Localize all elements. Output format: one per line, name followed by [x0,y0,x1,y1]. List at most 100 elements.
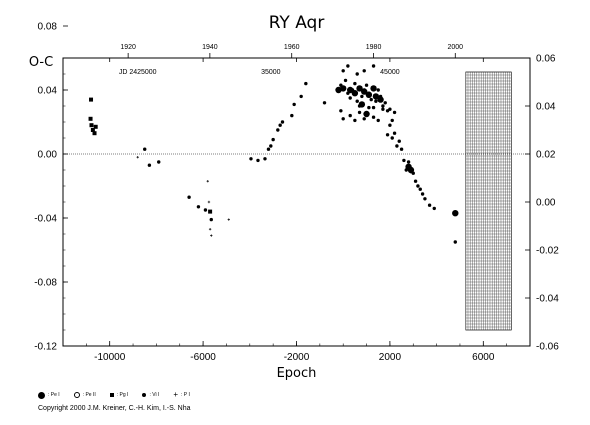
data-point-vis [280,120,285,124]
data-point-vis [290,113,294,118]
data-point-vis [278,123,282,127]
legend-item: : Vi I [142,392,159,398]
x-axis-label: Epoch [277,366,317,381]
data-point-pi [136,156,139,159]
data-point-pg [90,128,95,132]
plot-frame [62,57,531,347]
data-point-vis [269,144,273,148]
y-tick-label-left: -0.04 [34,214,57,225]
data-point-vis [453,240,457,244]
data-point-vis [341,117,345,121]
data-point-pi [208,228,212,231]
data-point-pg [88,116,93,121]
data-point-vis [390,118,394,123]
data-point-vis [367,105,371,110]
data-point-pg [92,131,97,136]
legend-symbol: + [173,390,179,399]
data-point-vis [413,179,418,183]
data-point-vis [362,117,366,121]
data-point-vis [392,110,397,115]
y-tick-label-left: -0.12 [34,342,57,353]
data-point-vis [369,97,373,102]
data-point-vis [157,160,161,164]
data-point-vis [271,137,275,142]
data-point-pe1 [358,101,366,108]
legend-symbol [109,393,114,397]
y-axis-label: O-C [29,55,53,70]
legend: : Pe I : Pe II : Pg I : Vi I +: P I [38,390,204,400]
data-point-pi [207,200,211,204]
jd-label: JD 2425000 [119,69,157,76]
data-point-vis [322,101,327,105]
data-point-pi [206,180,209,183]
data-point-pe1 [363,110,370,118]
chart-title: RY Aqr [269,13,325,33]
y-tick-label-left: 0.00 [38,150,58,161]
y-tick-label-left: 0.04 [38,86,58,97]
data-point-vis [397,139,401,143]
y-tick-label-right: 0.06 [536,54,556,65]
legend-item: : Pg I [109,392,129,398]
x-tick-label: 6000 [472,352,495,363]
data-point-vis [256,158,260,163]
data-point-vis [346,64,350,68]
data-point-vis [143,147,147,151]
data-point-vis [343,78,348,83]
y-tick-label-right: -0.04 [536,294,559,305]
data-point-vis [266,147,271,151]
data-point-pe1 [377,96,384,103]
data-point-pg [89,97,94,102]
data-point-pe1 [361,88,368,95]
x-tick-label: -2000 [284,352,310,363]
data-point-vis [355,72,359,76]
data-point-pe1 [356,85,363,92]
data-point-vis [196,205,201,209]
data-point-vis [341,69,345,73]
data-point-vis [371,64,376,68]
y-tick-label-left: 0.08 [38,22,58,33]
data-point-vis [353,81,357,86]
data-point-pg [208,209,213,214]
data-point-vis [276,128,280,132]
year-tick-label: 1960 [284,44,300,51]
data-point-vis [355,99,359,103]
data-point-vis [376,88,380,92]
jd-label: 35000 [261,69,281,76]
data-point-pe1 [370,85,377,92]
data-point-vis [357,110,362,115]
y-tick-label-left: -0.08 [34,278,57,289]
data-point-vis [209,217,213,222]
legend-item: : Pe I [38,391,60,399]
legend-symbol [38,391,45,399]
data-point-vis [292,102,296,107]
data-point-vis [353,118,357,123]
data-point-vis [348,113,352,118]
data-point-pe1 [340,85,347,92]
data-point-vis [418,187,422,191]
y-tick-label-right: 0.02 [536,150,556,161]
legend-label: : Pe II [82,392,96,398]
data-point-vis [348,96,352,100]
data-point-vis [388,123,392,127]
data-point-pi [210,234,213,237]
data-point-vis [416,184,420,188]
data-point-pg [93,124,98,129]
data-point-vis [402,158,406,163]
legend-label: : Vi I [149,392,160,398]
data-point-vis [371,105,376,110]
year-tick-label: 2000 [447,44,463,51]
legend-label: : Pg I [116,392,129,398]
data-point-pi [227,218,230,221]
x-tick-label: -6000 [190,352,216,363]
legend-item: +: P I [173,390,190,399]
data-point-pe1 [372,93,380,100]
data-point-vis [364,83,369,87]
legend-symbol [73,392,80,398]
data-point-vis [147,163,152,167]
data-point-vis [392,131,397,135]
data-point-vis [249,157,253,161]
data-point-vis [371,115,376,119]
legend-label: : P I [181,392,190,398]
data-point-vis [423,197,427,201]
